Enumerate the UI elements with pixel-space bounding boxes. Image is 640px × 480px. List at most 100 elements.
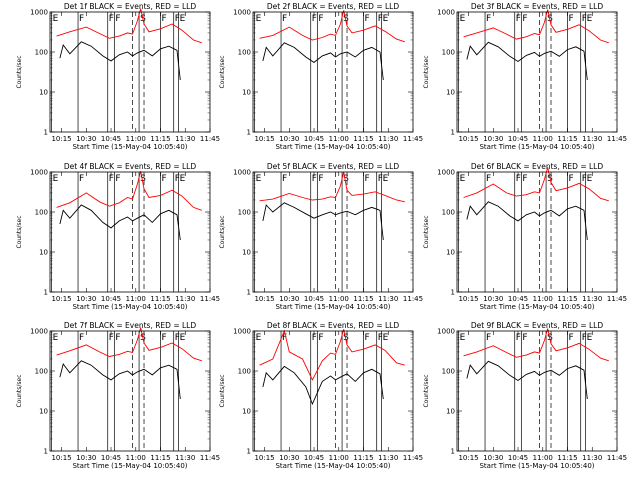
- y-tick-label: 1: [451, 289, 455, 297]
- marker-label: F: [582, 174, 587, 184]
- x-tick-label: 10:45: [101, 454, 121, 462]
- marker-label: E: [53, 333, 59, 343]
- chart-panel-7: Det 7f BLACK = Events, RED = LLD Counts/s…: [16, 321, 220, 470]
- y-tick-label: 10: [39, 249, 48, 257]
- y-tick-label: 10: [39, 408, 48, 416]
- x-tick-label: 10:15: [458, 135, 478, 143]
- y-tick-label: 1000: [233, 169, 251, 177]
- y-tick-label: 1: [44, 129, 48, 137]
- y-axis-label: Counts/sec: [219, 215, 226, 248]
- x-axis-label: Start Time (15-May-04 10:05:40): [72, 303, 187, 311]
- y-axis-label: Counts/sec: [16, 374, 23, 407]
- y-tick-label: 10: [39, 89, 48, 97]
- marker-label: F: [282, 14, 287, 24]
- x-tick-label: 10:45: [304, 135, 324, 143]
- marker-label: F: [162, 174, 167, 184]
- events-series-line: [466, 201, 588, 241]
- y-axis-label: Counts/sec: [16, 215, 23, 248]
- x-tick-label: 11:45: [607, 295, 627, 303]
- y-tick-label: 10: [446, 249, 455, 257]
- x-tick-label: 11:45: [403, 454, 423, 462]
- chart-panel-5: Det 5f BLACK = Events, RED = LLD Counts/s…: [219, 162, 423, 311]
- y-tick-label: 100: [238, 368, 251, 376]
- x-axis-label: Start Time (15-May-04 10:05:40): [479, 143, 594, 151]
- y-tick-label: 1: [247, 448, 251, 456]
- marker-label: F: [175, 174, 180, 184]
- plot-frame: [49, 330, 211, 452]
- marker-label: E: [383, 14, 389, 24]
- x-tick-label: 11:30: [378, 454, 398, 462]
- events-series-line: [262, 365, 384, 406]
- marker-label: F: [516, 174, 521, 184]
- y-tick-label: 1000: [30, 328, 48, 336]
- marker-label: F: [582, 333, 587, 343]
- y-tick-label: 1: [44, 289, 48, 297]
- x-tick-label: 11:30: [582, 454, 602, 462]
- y-tick-label: 1000: [437, 9, 455, 17]
- x-axis-label: Start Time (15-May-04 10:05:40): [479, 303, 594, 311]
- x-axis-label: Start Time (15-May-04 10:05:40): [479, 462, 594, 470]
- x-tick-label: 11:30: [378, 135, 398, 143]
- marker-label: F: [162, 333, 167, 343]
- x-tick-label: 11:00: [533, 135, 553, 143]
- x-axis-label: Start Time (15-May-04 10:05:40): [275, 303, 390, 311]
- events-series-line: [262, 42, 384, 81]
- x-tick-label: 11:15: [353, 454, 373, 462]
- x-axis-label: Start Time (15-May-04 10:05:40): [275, 462, 390, 470]
- x-tick-label: 10:45: [101, 295, 121, 303]
- x-tick-label: 11:30: [582, 295, 602, 303]
- x-tick-label: 11:15: [150, 295, 170, 303]
- panel-title: Det 3f BLACK = Events, RED = LLD: [471, 2, 604, 11]
- marker-label: F: [365, 174, 370, 184]
- marker-label: F: [312, 14, 317, 24]
- plot-frame: [252, 11, 414, 133]
- x-tick-label: 10:30: [483, 454, 503, 462]
- plot-frame: [456, 171, 618, 293]
- y-tick-label: 10: [242, 89, 251, 97]
- y-tick-label: 100: [442, 209, 455, 217]
- x-tick-label: 10:15: [51, 454, 71, 462]
- marker-label: F: [378, 14, 383, 24]
- plot-frame: [456, 11, 618, 133]
- marker-label: F: [282, 333, 287, 343]
- panel-title: Det 9f BLACK = Events, RED = LLD: [471, 321, 604, 330]
- y-tick-label: 100: [442, 49, 455, 57]
- x-tick-label: 10:45: [304, 454, 324, 462]
- marker-label: F: [115, 174, 120, 184]
- x-tick-label: 10:15: [254, 454, 274, 462]
- x-tick-label: 10:45: [101, 135, 121, 143]
- marker-label: F: [569, 14, 574, 24]
- y-axis-label: Counts/sec: [219, 374, 226, 407]
- marker-label: F: [486, 333, 491, 343]
- lld-series-line: [259, 329, 405, 381]
- marker-label: E: [383, 333, 389, 343]
- y-tick-label: 1: [451, 129, 455, 137]
- chart-panel-8: Det 8f BLACK = Events, RED = LLD Counts/s…: [219, 321, 423, 470]
- y-axis-label: Counts/sec: [423, 215, 430, 248]
- x-tick-label: 11:45: [200, 135, 220, 143]
- lld-series-line: [56, 8, 202, 44]
- y-tick-label: 1000: [30, 169, 48, 177]
- marker-label: F: [318, 174, 323, 184]
- x-tick-label: 11:15: [557, 454, 577, 462]
- plot-frame: [252, 330, 414, 452]
- y-tick-label: 10: [242, 249, 251, 257]
- marker-label: F: [522, 14, 527, 24]
- x-tick-label: 10:30: [76, 295, 96, 303]
- marker-label: F: [109, 333, 114, 343]
- y-tick-label: 100: [442, 368, 455, 376]
- x-tick-label: 11:00: [329, 454, 349, 462]
- lld-series-line: [463, 9, 609, 44]
- x-tick-label: 11:30: [378, 295, 398, 303]
- y-tick-label: 1000: [233, 9, 251, 17]
- x-axis-label: Start Time (15-May-04 10:05:40): [72, 143, 187, 151]
- marker-label: F: [378, 333, 383, 343]
- x-tick-label: 11:15: [557, 295, 577, 303]
- marker-label: E: [180, 174, 186, 184]
- y-tick-label: 1000: [30, 9, 48, 17]
- marker-label: E: [587, 333, 593, 343]
- x-tick-label: 11:30: [175, 135, 195, 143]
- marker-label: E: [460, 333, 466, 343]
- marker-label: F: [79, 174, 84, 184]
